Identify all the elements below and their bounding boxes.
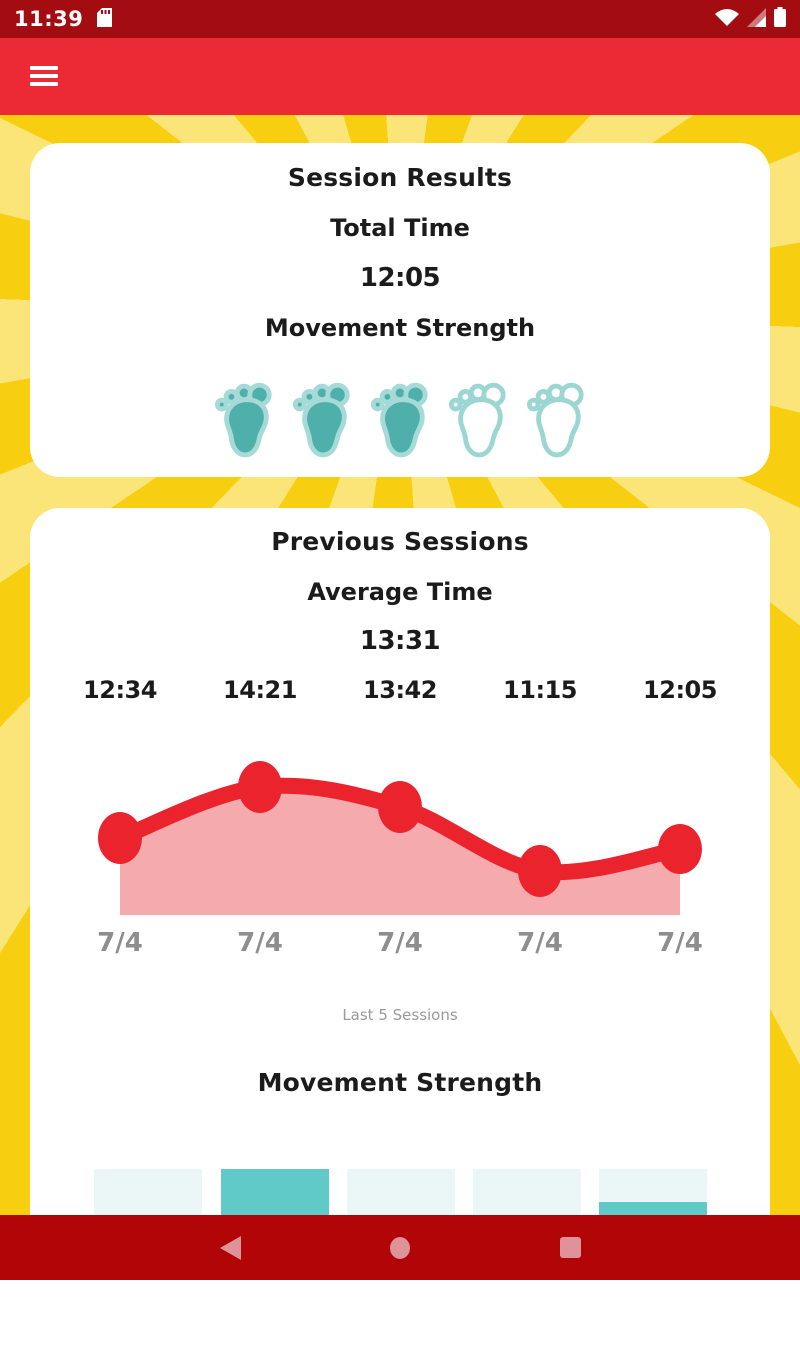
- chart-point: [98, 812, 142, 864]
- average-time-value: 13:31: [359, 626, 441, 656]
- clock: 11:39: [14, 7, 84, 31]
- session-dates-row: 7/4 7/4 7/4 7/4 7/4: [50, 928, 750, 958]
- session-time: 14:21: [223, 676, 297, 704]
- battery-icon: [774, 7, 786, 31]
- chart-point: [658, 824, 702, 874]
- recents-button[interactable]: [540, 1215, 600, 1280]
- footprint-outline-icon: [526, 382, 584, 458]
- home-circle-icon: [390, 1236, 410, 1259]
- home-button[interactable]: [370, 1215, 430, 1280]
- session-date: 7/4: [657, 928, 703, 958]
- session-time: 13:42: [363, 676, 437, 704]
- footprint-filled-icon: [214, 382, 272, 458]
- session-time: 11:15: [503, 676, 577, 704]
- chart-point: [378, 781, 422, 833]
- chart-point: [238, 761, 282, 813]
- hamburger-menu-icon[interactable]: [30, 56, 70, 96]
- strength-rating: [30, 381, 770, 461]
- signal-icon: [747, 7, 766, 31]
- app-screen: 11:39: [0, 0, 800, 1280]
- sunburst-background: Session Results Total Time 12:05 Movemen…: [0, 115, 800, 1358]
- back-button[interactable]: [200, 1215, 260, 1280]
- session-time: 12:05: [643, 676, 717, 704]
- footprint-filled-icon: [370, 382, 428, 458]
- sdcard-icon: [97, 7, 113, 31]
- back-triangle-icon: [219, 1235, 241, 1260]
- movement-strength-label: Movement Strength: [264, 314, 536, 342]
- chart-caption: Last 5 Sessions: [342, 1006, 458, 1024]
- footprint-filled-icon: [292, 382, 350, 458]
- wifi-icon: [715, 8, 739, 31]
- session-date: 7/4: [97, 928, 143, 958]
- session-results-title: Session Results: [287, 163, 513, 192]
- session-date: 7/4: [237, 928, 283, 958]
- status-bar: 11:39: [0, 0, 800, 38]
- session-times-row: 12:34 14:21 13:42 11:15 12:05: [50, 676, 750, 704]
- session-time: 12:34: [83, 676, 157, 704]
- footprint-outline-icon: [448, 382, 506, 458]
- sessions-line-chart: [30, 750, 770, 930]
- android-nav-bar: [0, 1215, 800, 1280]
- previous-sessions-title: Previous Sessions: [271, 527, 529, 556]
- average-time-label: Average Time: [307, 578, 493, 606]
- total-time-value: 12:05: [359, 263, 441, 293]
- session-results-card: Session Results Total Time 12:05 Movemen…: [30, 143, 770, 477]
- session-date: 7/4: [377, 928, 423, 958]
- total-time-label: Total Time: [330, 214, 470, 242]
- movement-strength-heading: Movement Strength: [257, 1068, 543, 1097]
- recents-square-icon: [559, 1237, 581, 1258]
- chart-point: [518, 845, 562, 897]
- app-bar: [0, 38, 800, 115]
- session-date: 7/4: [517, 928, 563, 958]
